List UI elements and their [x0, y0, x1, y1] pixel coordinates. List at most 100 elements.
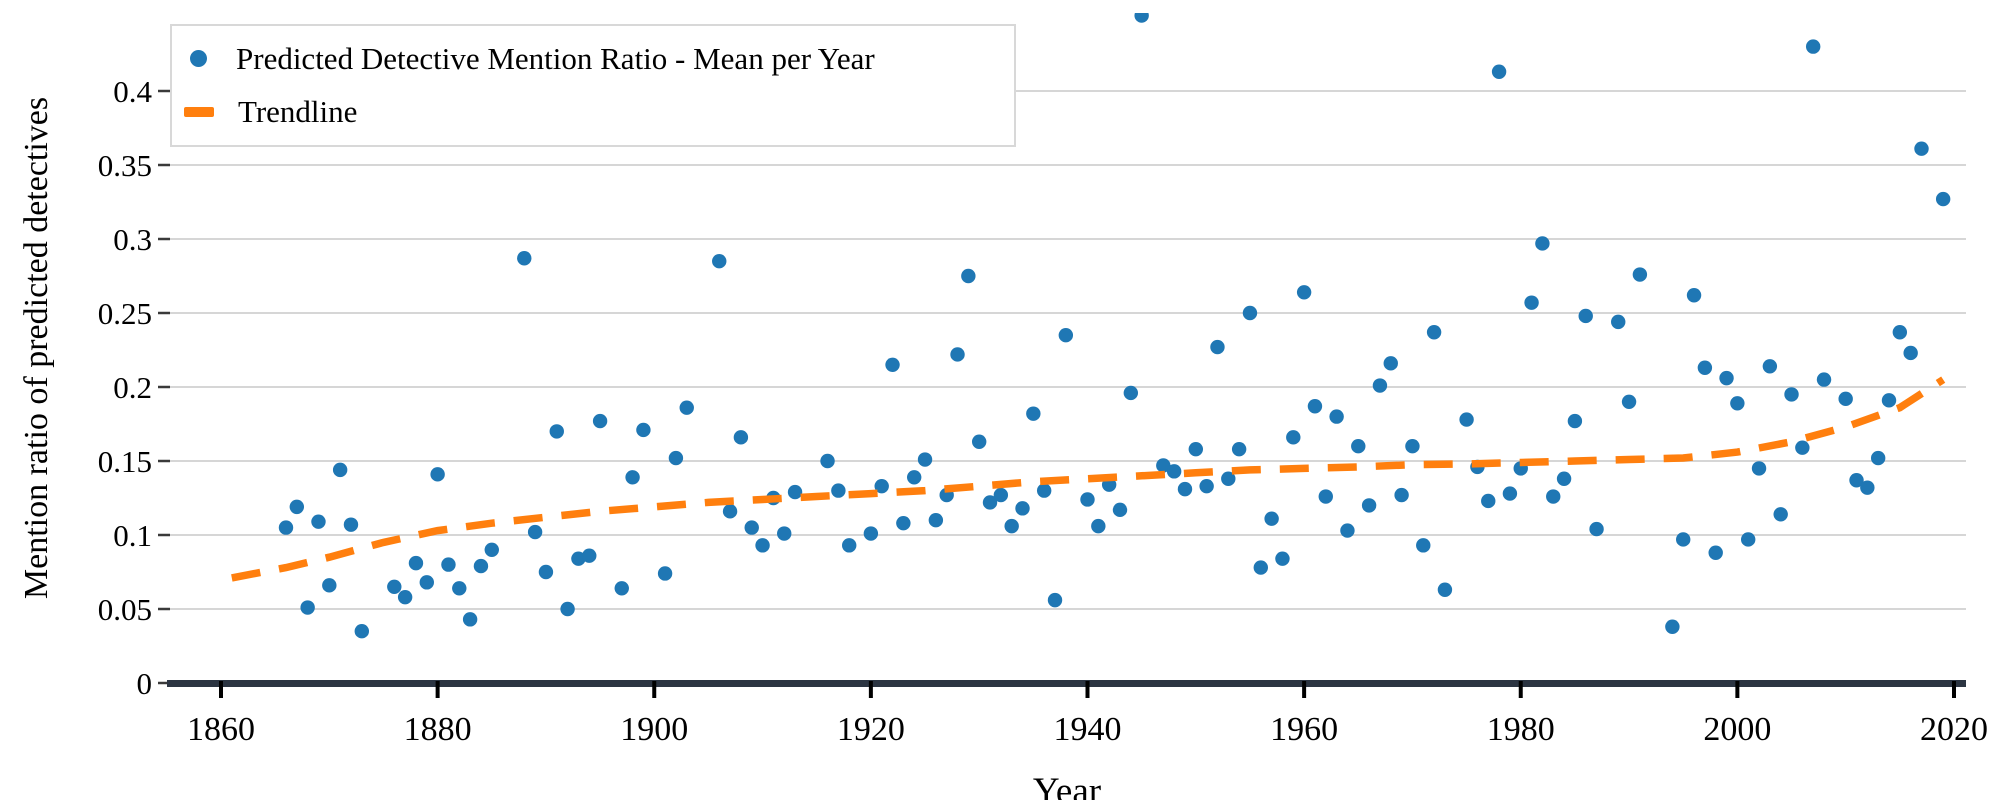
scatter-point [1004, 518, 1019, 534]
scatter-point [1134, 13, 1149, 23]
scatter-point [1611, 314, 1626, 330]
y-tick-label: 0.1 [113, 518, 152, 553]
scatter-point [820, 453, 835, 469]
scatter-point [971, 434, 987, 449]
scatter-point [300, 600, 315, 615]
scatter-point [408, 555, 424, 571]
legend: Predicted Detective Mention Ratio - Mean… [170, 24, 1016, 147]
scatter-dot-icon [190, 50, 207, 68]
scatter-point [549, 424, 564, 439]
scatter-point [1307, 399, 1323, 414]
scatter-point [896, 515, 911, 531]
legend-item-trendline: Trendline [184, 87, 1014, 137]
legend-item-scatter: Predicted Detective Mention Ratio - Mean… [184, 34, 1014, 84]
scatter-point [278, 520, 294, 535]
scatter-point [1816, 372, 1832, 387]
x-tick-label: 1940 [1053, 711, 1121, 748]
scatter-point [473, 558, 489, 574]
scatter-point [1275, 551, 1290, 566]
scatter-point [484, 542, 499, 557]
x-axis-title: Year [1032, 771, 1102, 800]
scatter-point [1015, 501, 1030, 516]
scatter-point [1665, 619, 1680, 634]
scatter-point [592, 413, 608, 429]
scatter-point [1881, 393, 1897, 408]
scatter-point [1383, 356, 1398, 371]
scatter-point [636, 422, 651, 438]
scatter-point [441, 557, 456, 572]
scatter-point [1231, 441, 1247, 457]
scatter-point [1621, 394, 1637, 409]
scatter-point [885, 357, 900, 372]
scatter-point [1177, 481, 1193, 497]
scatter-point [1686, 288, 1702, 303]
scatter-point [1047, 592, 1063, 608]
scatter-point [1481, 493, 1496, 509]
scatter-point [430, 467, 445, 482]
scatter-point [1903, 345, 1918, 361]
scatter-point [1112, 502, 1128, 518]
scatter-point [744, 520, 759, 535]
scatter-point [1329, 409, 1344, 424]
scatter-point [1026, 406, 1041, 421]
scatter-point [1156, 458, 1171, 473]
y-tick-label: 0.4 [113, 74, 152, 109]
gridlines-group [170, 90, 1966, 610]
scatter-point [1491, 64, 1507, 79]
scatter-point [387, 579, 402, 594]
scatter-point [1221, 471, 1236, 486]
scatter-point [982, 495, 998, 510]
trendline-dash-icon [184, 107, 214, 118]
x-tick-label: 1980 [1487, 711, 1555, 748]
scatter-point [517, 251, 532, 266]
scatter-point [343, 517, 359, 532]
scatter-point [354, 624, 370, 639]
scatter-point [1870, 450, 1886, 466]
scatter-point [1416, 538, 1431, 553]
scatter-point [419, 575, 434, 590]
scatter-series-group [278, 13, 1951, 639]
scatter-point [1123, 385, 1139, 401]
scatter-point [527, 524, 543, 540]
scatter-point [289, 499, 305, 515]
scatter-point [1838, 391, 1853, 407]
scatter-point [874, 478, 889, 494]
y-tick-label: 0.35 [98, 148, 152, 183]
scatter-point [1730, 396, 1745, 411]
scatter-point [1286, 430, 1301, 445]
scatter-point [1437, 582, 1453, 597]
scatter-point [1091, 518, 1106, 534]
scatter-point [1589, 521, 1604, 537]
scatter-point [1318, 489, 1333, 504]
x-tick-label: 1880 [404, 711, 472, 748]
scatter-point [397, 589, 413, 605]
x-tick-label: 2020 [1920, 711, 1988, 748]
scatter-point [1524, 295, 1539, 310]
y-tick-label: 0.25 [98, 296, 152, 331]
scatter-point [1849, 473, 1864, 488]
x-axis-group: 1860 1880 1900 1920 1940 1960 1980 2000 2020 [167, 680, 1988, 748]
scatter-point [1751, 461, 1767, 476]
scatter-point [1556, 471, 1572, 486]
scatter-point [1166, 464, 1182, 479]
scatter-point [1708, 545, 1723, 560]
scatter-point [332, 462, 348, 478]
y-tick-label: 0.2 [113, 370, 152, 405]
scatter-point [679, 400, 694, 415]
y-tick-label: 0.05 [98, 592, 152, 627]
scatter-point [712, 254, 727, 269]
scatter-point [1892, 325, 1908, 340]
scatter-point [1459, 412, 1474, 427]
scatter-point [1372, 378, 1388, 393]
scatter-point [1426, 325, 1442, 340]
scatter-point [1253, 560, 1268, 575]
scatter-point [993, 487, 1009, 503]
scatter-point [322, 578, 337, 593]
scatter-point [625, 470, 640, 485]
x-tick-label: 1920 [837, 711, 905, 748]
legend-label-scatter: Predicted Detective Mention Ratio - Mean… [236, 40, 875, 76]
scatter-point [1773, 507, 1788, 522]
scatter-point [1914, 141, 1929, 156]
scatter-point [1719, 370, 1734, 386]
